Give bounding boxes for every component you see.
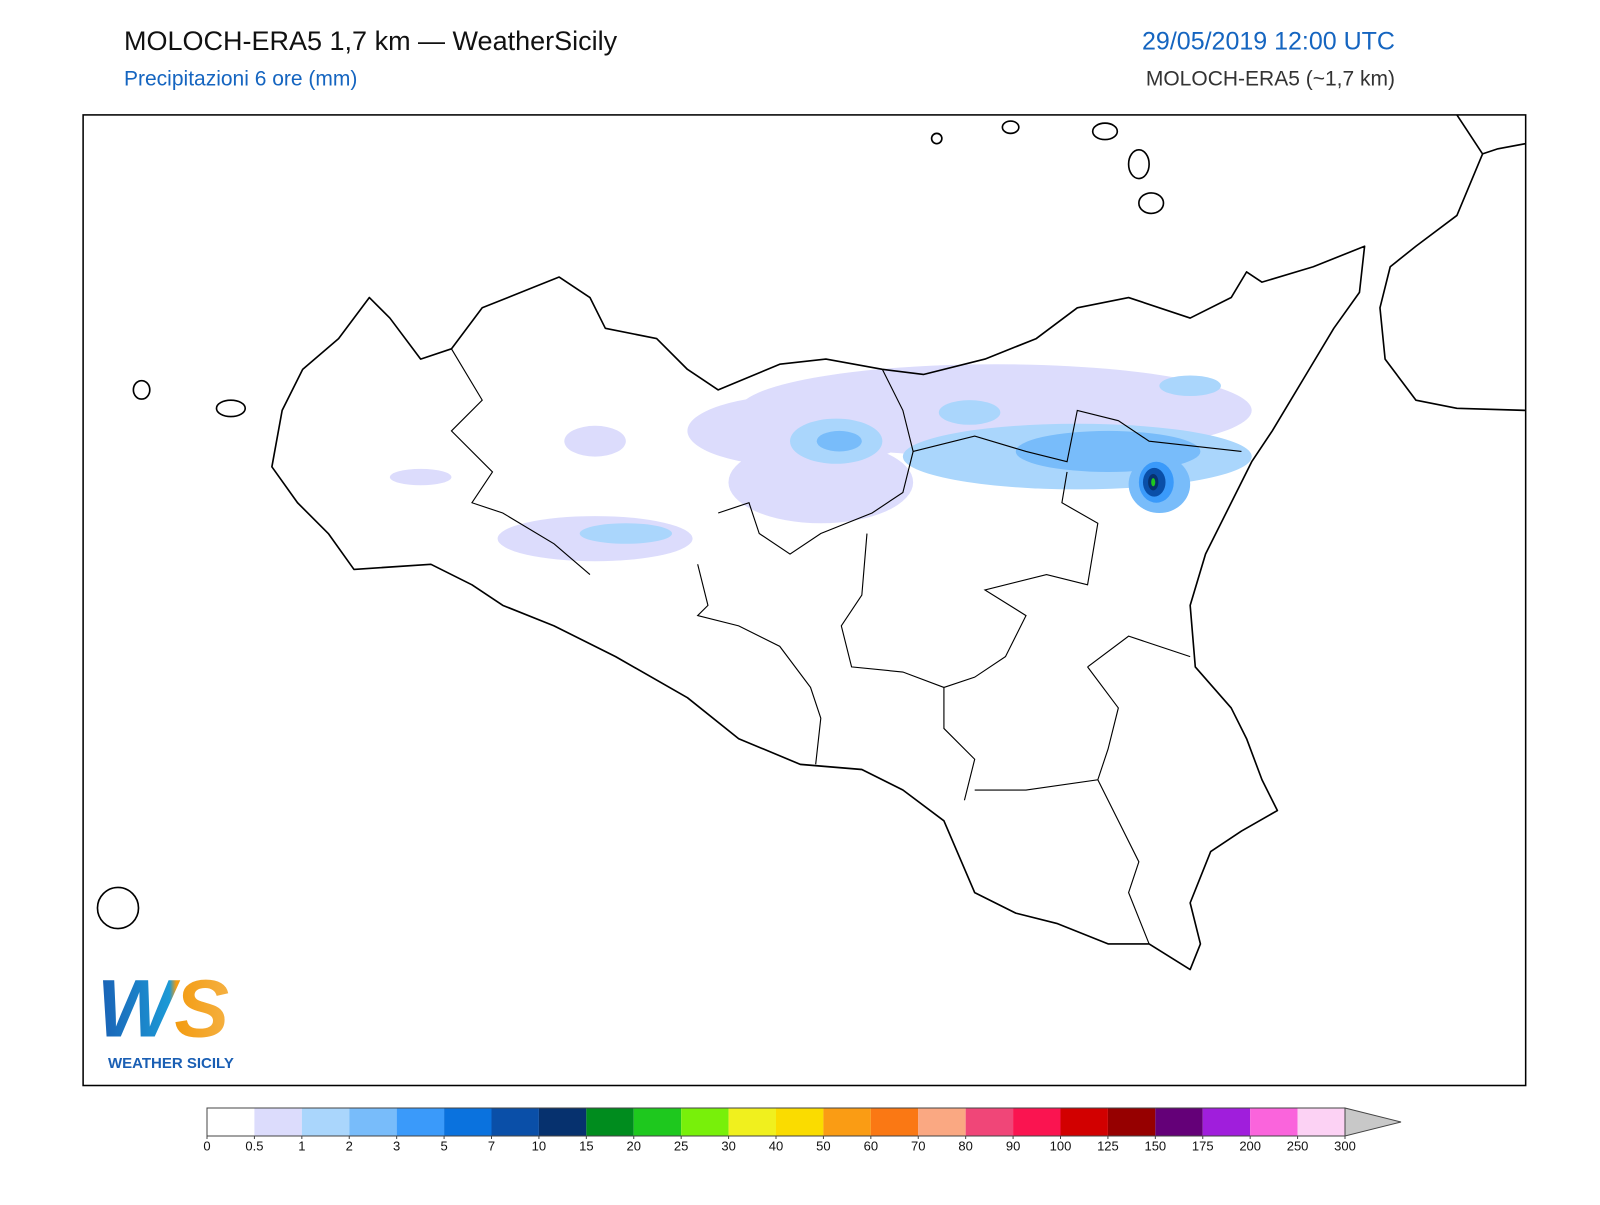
colorbar-label: 125 bbox=[1097, 1138, 1119, 1153]
colorbar-segment bbox=[254, 1108, 302, 1136]
colorbar-extend bbox=[1344, 1107, 1402, 1137]
colorbar-label: 7 bbox=[488, 1138, 495, 1153]
colorbar-segment bbox=[491, 1108, 539, 1136]
colorbar-label: 100 bbox=[1050, 1138, 1072, 1153]
colorbar-label: 10 bbox=[532, 1138, 546, 1153]
map bbox=[82, 114, 1527, 1087]
colorbar-segment bbox=[633, 1108, 682, 1136]
datetime: 29/05/2019 12:00 UTC bbox=[1142, 28, 1395, 56]
map-frame bbox=[82, 114, 1527, 1087]
colorbar-segment bbox=[301, 1108, 350, 1136]
colorbar-segment bbox=[1297, 1108, 1345, 1136]
colorbar-label: 80 bbox=[958, 1138, 972, 1153]
colorbar-label: 20 bbox=[627, 1138, 641, 1153]
colorbar-segment bbox=[823, 1108, 871, 1136]
colorbar-label: 300 bbox=[1334, 1138, 1356, 1153]
colorbar-label: 0 bbox=[203, 1138, 210, 1153]
subtitle: Precipitazioni 6 ore (mm) bbox=[124, 68, 357, 91]
colorbar-segment bbox=[1202, 1108, 1251, 1136]
islands bbox=[96, 120, 1165, 930]
colorbar-label: 175 bbox=[1192, 1138, 1214, 1153]
precipitation bbox=[389, 364, 1252, 562]
colorbar-label: 250 bbox=[1287, 1138, 1309, 1153]
colorbar-label: 30 bbox=[721, 1138, 735, 1153]
colorbar-label: 150 bbox=[1144, 1138, 1166, 1153]
title: MOLOCH-ERA5 1,7 km — WeatherSicily bbox=[124, 26, 618, 56]
colorbar-label: 15 bbox=[579, 1138, 593, 1153]
calabria-coast bbox=[1379, 114, 1526, 412]
colorbar-label: 3 bbox=[393, 1138, 400, 1153]
colorbar-label: 50 bbox=[816, 1138, 830, 1153]
colorbar-segment bbox=[870, 1108, 919, 1136]
colorbar-label: 1 bbox=[298, 1138, 305, 1153]
colorbar-segment bbox=[1013, 1108, 1061, 1136]
colorbar-label: 25 bbox=[674, 1138, 688, 1153]
colorbar-label: 60 bbox=[864, 1138, 878, 1153]
colorbar-segment bbox=[681, 1108, 729, 1136]
colorbar-label: 90 bbox=[1006, 1138, 1020, 1153]
colorbar-segment bbox=[349, 1108, 397, 1136]
colorbar-segment bbox=[586, 1108, 634, 1136]
logo-name: WEATHER SICILY bbox=[108, 1055, 234, 1072]
colorbar-label: 0.5 bbox=[245, 1138, 263, 1153]
colorbar-segment bbox=[965, 1108, 1014, 1136]
colorbar-segment bbox=[1107, 1108, 1156, 1136]
logo-mark: WS bbox=[97, 964, 229, 1055]
colorbar-label: 5 bbox=[440, 1138, 447, 1153]
colorbar-segment bbox=[918, 1108, 966, 1136]
colorbar-segment bbox=[1250, 1108, 1298, 1136]
colorbar-label: 40 bbox=[769, 1138, 783, 1153]
colorbar: 0 0.5 1 2 3 5 7 10 15 20 25 30 40 50 60 70 80 90 100 125 150… bbox=[203, 1107, 1402, 1153]
colorbar-segment bbox=[728, 1108, 776, 1136]
colorbar-segment bbox=[538, 1108, 587, 1136]
logo: WS WEATHER SICILY bbox=[97, 964, 234, 1072]
colorbar-label: 70 bbox=[911, 1138, 925, 1153]
colorbar-segment bbox=[1060, 1108, 1108, 1136]
model: MOLOCH-ERA5 (~1,7 km) bbox=[1146, 68, 1395, 91]
colorbar-label: 200 bbox=[1239, 1138, 1261, 1153]
colorbar-segment bbox=[207, 1108, 255, 1136]
colorbar-segment bbox=[1155, 1108, 1203, 1136]
colorbar-segment bbox=[444, 1108, 492, 1136]
sicily-coast bbox=[271, 245, 1366, 971]
colorbar-segment bbox=[396, 1108, 445, 1136]
province-borders bbox=[450, 348, 1242, 945]
colorbar-segment bbox=[776, 1108, 824, 1136]
colorbar-label: 2 bbox=[346, 1138, 353, 1153]
